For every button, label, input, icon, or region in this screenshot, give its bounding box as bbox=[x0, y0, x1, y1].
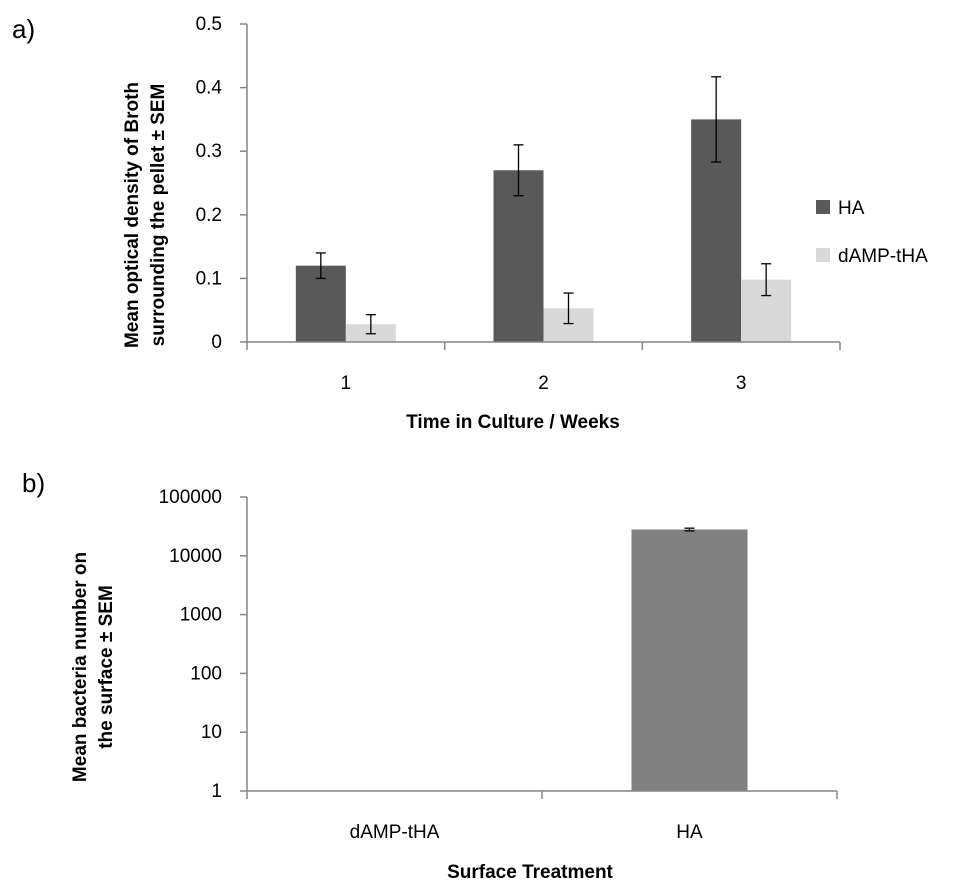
panel-a-y-axis-title-line1: Mean optical density of Broth bbox=[122, 82, 143, 348]
panel-b: b) 1 10 100 1000 10000 100000 dAMP-tHA HA Surf… bbox=[22, 468, 838, 883]
panel-a-legend-label: dAMP-tHA bbox=[838, 246, 928, 267]
panel-a-x-ticks: 1 2 3 bbox=[246, 342, 841, 394]
panel-a-y-tick-label: 0 bbox=[211, 332, 222, 353]
panel-b-y-tick-label: 1 bbox=[211, 781, 222, 802]
panel-a-legend-swatch bbox=[816, 248, 830, 262]
panel-b-bars bbox=[631, 527, 748, 791]
panel-a-error-bar bbox=[315, 252, 326, 280]
panel-b-y-ticks: 1 10 100 1000 10000 100000 bbox=[159, 487, 247, 802]
panel-a-legend-swatch bbox=[816, 200, 830, 214]
panel-a-error-bar bbox=[563, 292, 574, 325]
panel-b-y-axis-title-line1: Mean bacteria number on bbox=[70, 552, 91, 782]
panel-a-error-bar bbox=[761, 263, 772, 297]
panel-a-y-tick-label: 0.1 bbox=[196, 268, 222, 289]
panel-b-error-bar bbox=[684, 527, 695, 532]
panel-a-x-tick-label: 1 bbox=[341, 373, 352, 394]
panel-a-y-tick-label: 0.4 bbox=[196, 78, 223, 99]
panel-a-y-tick-label: 0.2 bbox=[196, 205, 222, 226]
panel-b-y-tick-label: 100000 bbox=[159, 487, 222, 508]
panel-b-label: b) bbox=[22, 468, 45, 498]
panel-a-error-bar bbox=[513, 144, 524, 197]
panel-b-y-tick-label: 10 bbox=[201, 722, 222, 743]
panel-b-y-axis-title: Mean bacteria number on the surface ± SE… bbox=[70, 552, 117, 782]
panel-a-y-ticks: 0 0.1 0.2 0.3 0.4 0.5 bbox=[196, 14, 247, 353]
panel-a-label: a) bbox=[12, 14, 35, 44]
panel-a-x-axis-title: Time in Culture / Weeks bbox=[406, 412, 620, 433]
panel-a: a) 0 0.1 0.2 0.3 0.4 0.5 1 2 3 Time in Culture … bbox=[12, 14, 928, 433]
panel-a-y-axis-title: Mean optical density of Broth surroundin… bbox=[122, 82, 169, 348]
panel-b-x-ticks: dAMP-tHA HA bbox=[246, 791, 838, 843]
panel-b-y-tick-label: 100 bbox=[190, 663, 222, 684]
panel-a-y-tick-label: 0.5 bbox=[196, 14, 222, 35]
panel-b-x-axis-title: Surface Treatment bbox=[447, 862, 613, 883]
panel-b-bar-ha bbox=[631, 529, 748, 791]
panel-b-y-tick-label: 1000 bbox=[180, 605, 222, 626]
panel-b-x-tick-label: HA bbox=[676, 822, 703, 843]
panel-a-bar-ha bbox=[493, 170, 544, 342]
panel-a-error-bar bbox=[711, 76, 722, 163]
panel-a-y-tick-label: 0.3 bbox=[196, 141, 222, 162]
panel-a-bars bbox=[295, 76, 792, 343]
panel-a-y-axis-title-line2: surrounding the pellet ± SEM bbox=[148, 84, 169, 347]
panel-a-x-tick-label: 2 bbox=[538, 373, 549, 394]
panel-b-y-tick-label: 10000 bbox=[169, 546, 222, 567]
panel-b-y-axis-title-line2: the surface ± SEM bbox=[96, 585, 117, 749]
panel-a-error-bar bbox=[365, 314, 376, 335]
panel-a-legend-label: HA bbox=[838, 198, 865, 219]
panel-a-legend: HA dAMP-tHA bbox=[816, 198, 928, 267]
panel-a-x-tick-label: 3 bbox=[736, 373, 747, 394]
panel-b-x-tick-label: dAMP-tHA bbox=[350, 822, 440, 843]
